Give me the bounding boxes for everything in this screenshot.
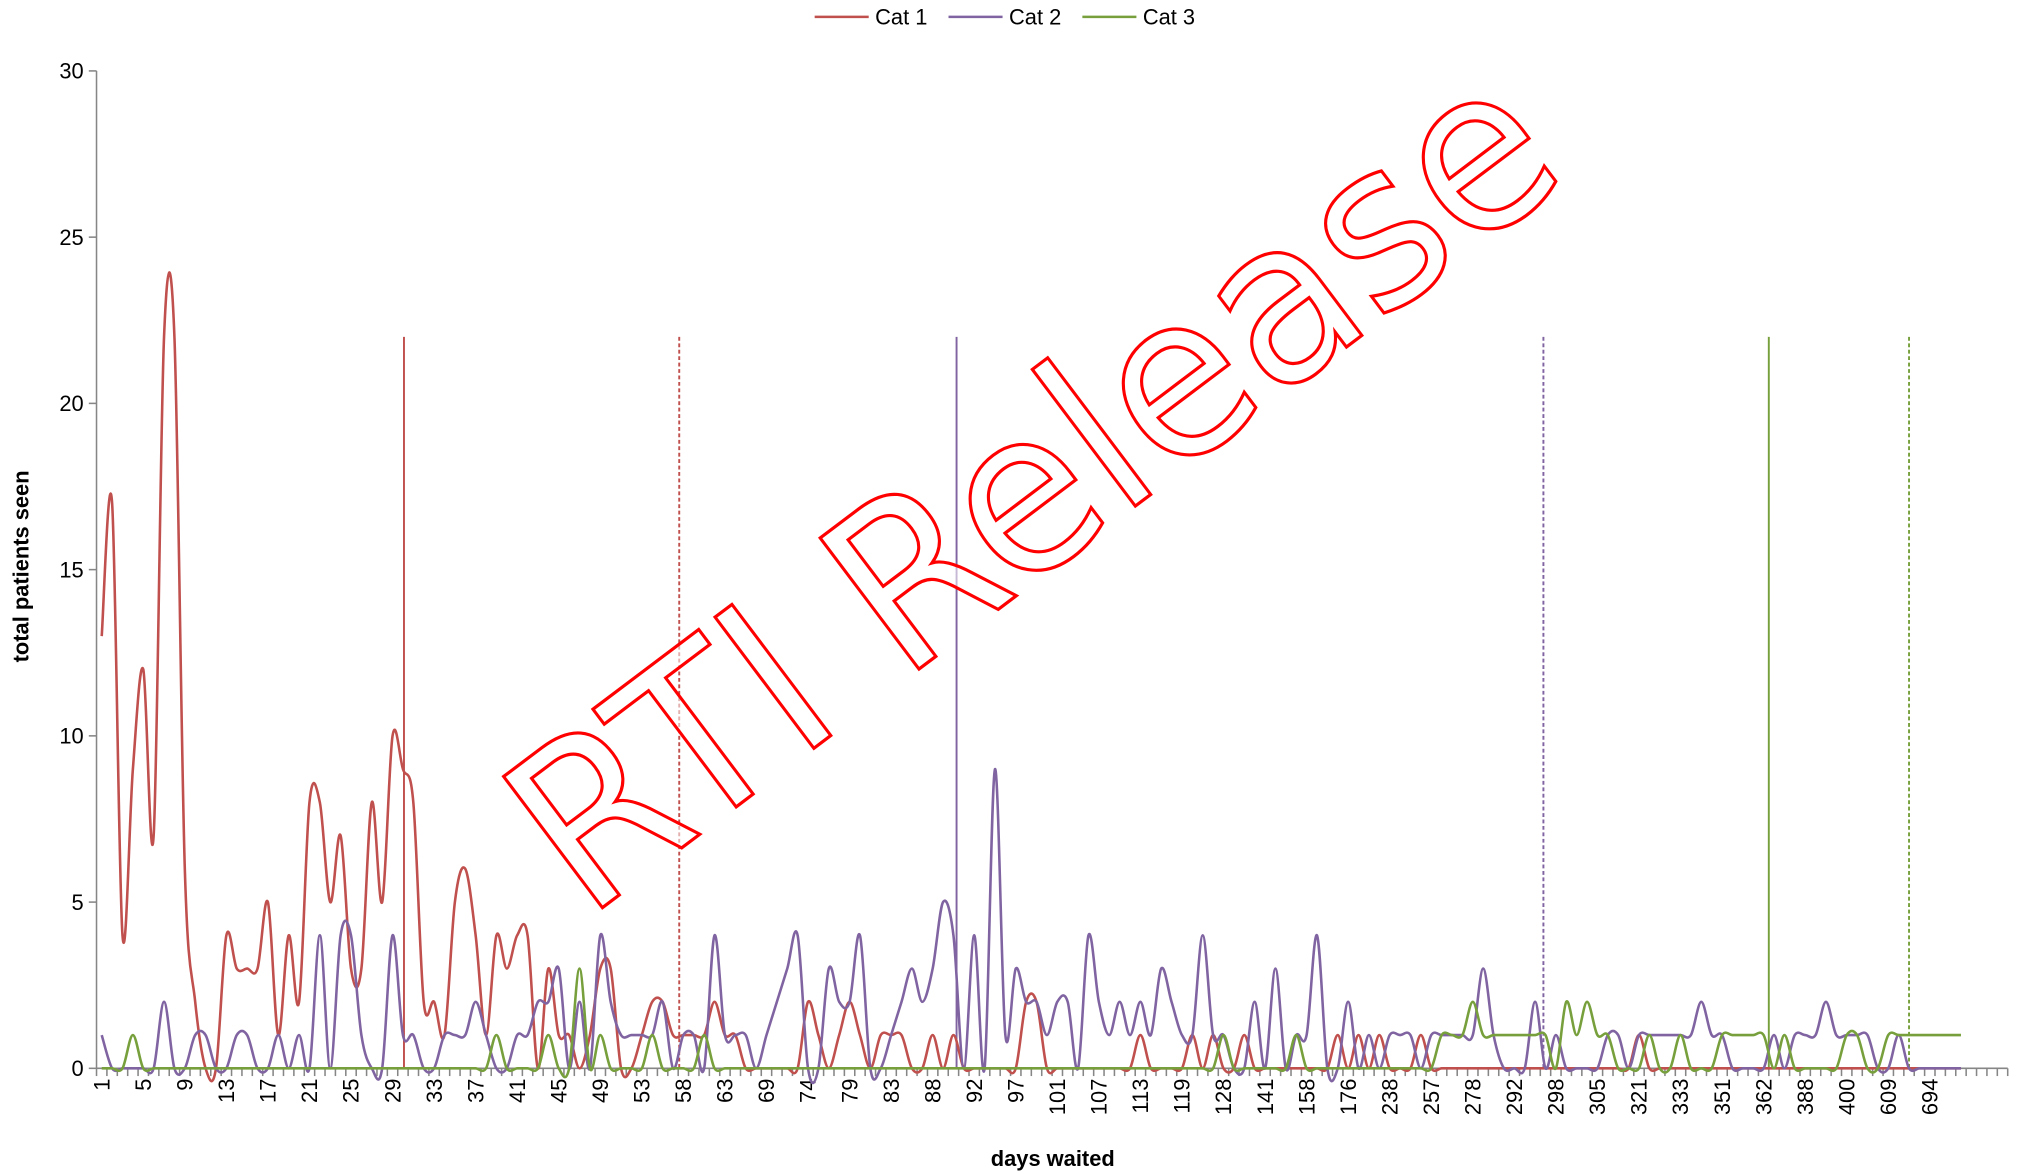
legend-label: Cat 3 [1143, 5, 1195, 30]
x-tick-label: 21 [297, 1079, 322, 1103]
x-tick-label: 298 [1544, 1079, 1569, 1115]
x-tick-label: 41 [505, 1079, 530, 1103]
y-tick-label: 25 [59, 225, 83, 250]
x-tick-label: 92 [962, 1079, 987, 1103]
x-tick-label: 609 [1876, 1079, 1901, 1115]
y-axis-title: total patients seen [8, 470, 33, 662]
x-tick-label: 83 [879, 1079, 904, 1103]
x-tick-label: 79 [837, 1079, 862, 1103]
x-tick-label: 305 [1585, 1079, 1610, 1115]
x-tick-label: 1 [89, 1079, 114, 1091]
x-tick-label: 158 [1294, 1079, 1319, 1115]
x-tick-label: 119 [1170, 1079, 1195, 1114]
x-tick-label: 694 [1918, 1079, 1943, 1115]
x-tick-label: 33 [422, 1079, 447, 1103]
x-tick-label: 278 [1461, 1079, 1486, 1115]
series-line [101, 967, 1961, 1079]
x-tick-label: 321 [1627, 1079, 1652, 1115]
x-tick-label: 5 [131, 1079, 156, 1091]
x-tick-label: 74 [796, 1079, 821, 1103]
legend-label: Cat 1 [875, 5, 927, 30]
y-tick-label: 0 [71, 1056, 83, 1081]
x-tick-label: 97 [1003, 1079, 1028, 1103]
x-tick-label: 400 [1834, 1079, 1859, 1115]
x-tick-label: 9 [173, 1079, 198, 1091]
x-tick-label: 37 [463, 1079, 488, 1103]
x-tick-label: 257 [1419, 1079, 1444, 1115]
watermark: RTI Release [460, 11, 1604, 964]
x-tick-label: 13 [214, 1079, 239, 1103]
x-tick-label: 128 [1211, 1079, 1236, 1115]
y-tick-label: 30 [59, 59, 83, 84]
x-tick-label: 53 [630, 1079, 655, 1103]
x-tick-label: 45 [546, 1079, 571, 1103]
x-tick-label: 63 [713, 1079, 738, 1103]
x-tick-label: 69 [754, 1079, 779, 1103]
y-tick-label: 15 [59, 557, 83, 582]
x-tick-label: 362 [1751, 1079, 1776, 1115]
x-tick-label: 292 [1502, 1079, 1527, 1115]
x-tick-label: 25 [339, 1079, 364, 1103]
x-tick-label: 49 [588, 1079, 613, 1103]
x-tick-label: 238 [1377, 1079, 1402, 1115]
x-tick-label: 101 [1045, 1079, 1070, 1115]
x-tick-label: 176 [1336, 1079, 1361, 1115]
x-axis-title: days waited [991, 1146, 1115, 1171]
y-tick-label: 20 [59, 391, 83, 416]
x-tick-label: 58 [671, 1079, 696, 1103]
x-tick-label: 113 [1128, 1079, 1153, 1114]
y-tick-label: 10 [59, 724, 83, 749]
x-tick-label: 333 [1668, 1079, 1693, 1115]
x-tick-label: 17 [256, 1079, 281, 1103]
x-tick-label: 141 [1253, 1079, 1278, 1115]
legend-label: Cat 2 [1009, 5, 1061, 30]
x-tick-label: 351 [1710, 1079, 1735, 1115]
x-tick-label: 88 [920, 1079, 945, 1103]
x-tick-label: 107 [1087, 1079, 1112, 1115]
x-tick-label: 388 [1793, 1079, 1818, 1115]
y-tick-label: 5 [71, 890, 83, 915]
x-tick-label: 29 [380, 1079, 405, 1103]
